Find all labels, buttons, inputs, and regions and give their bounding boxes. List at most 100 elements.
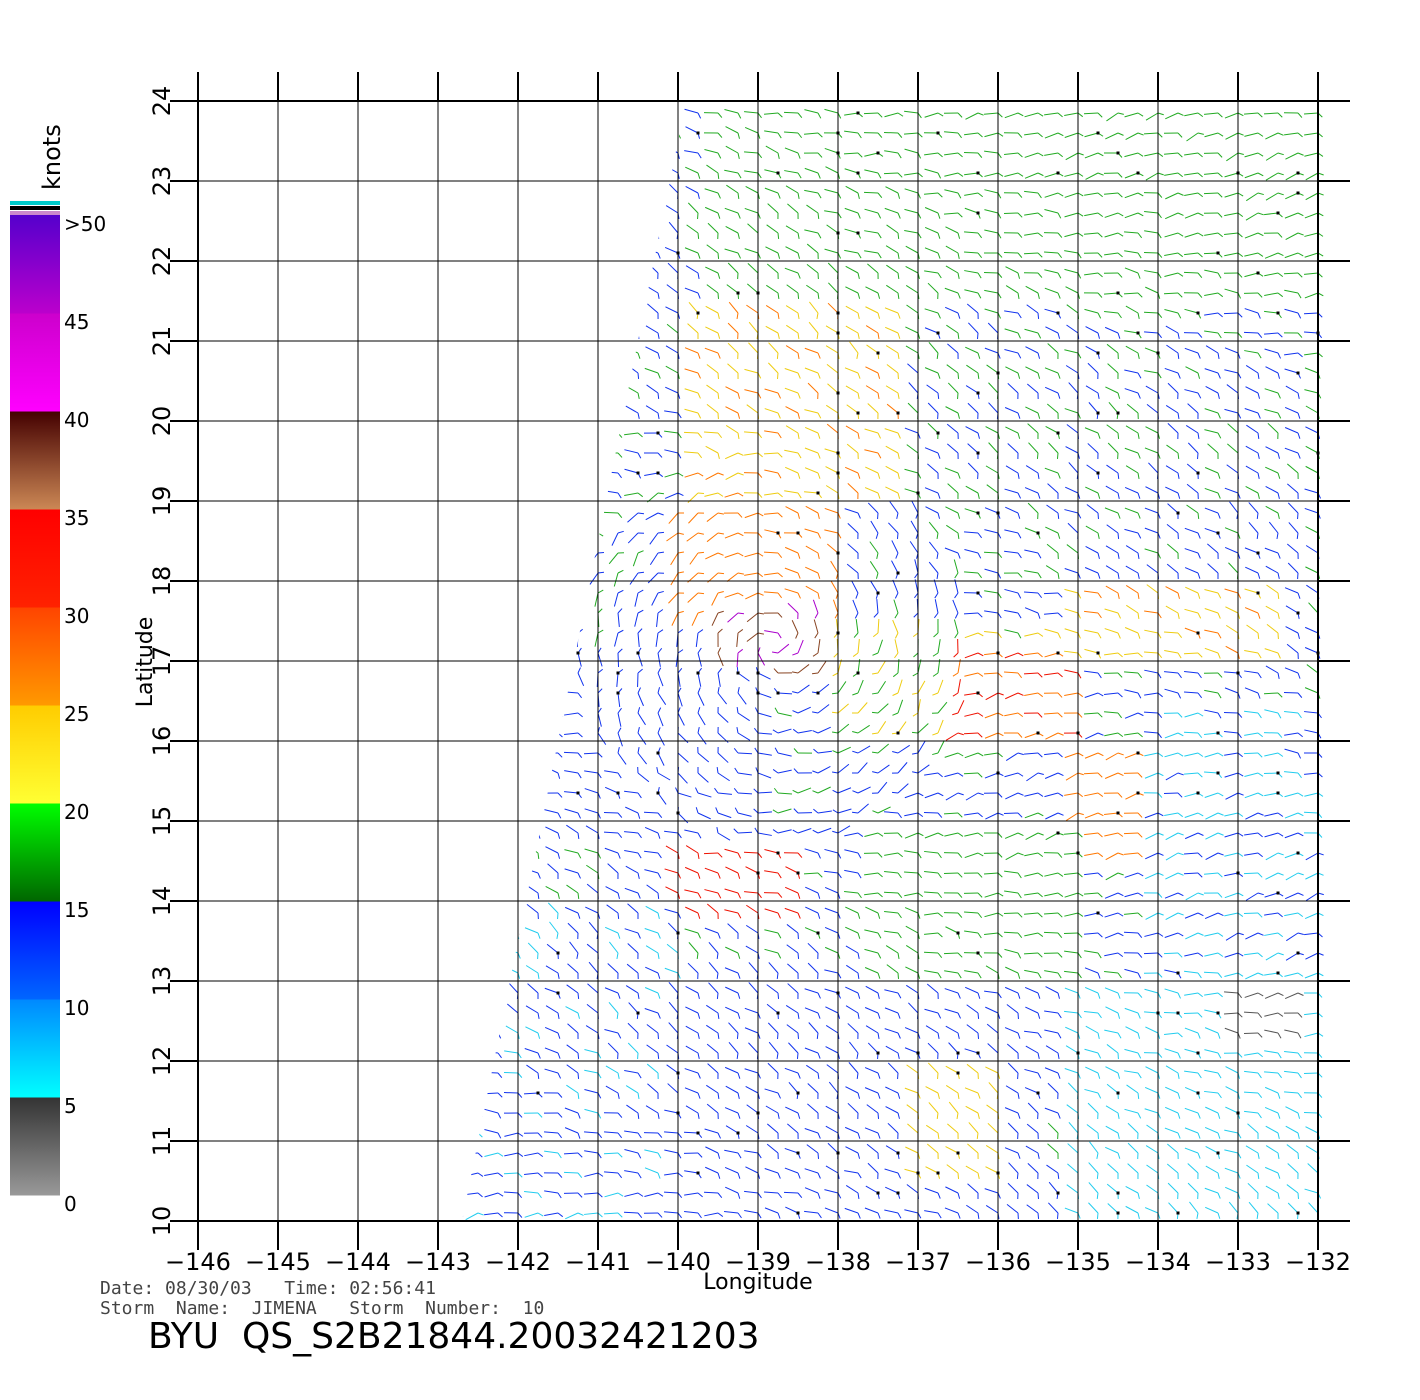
wind-barb [1217,872,1223,878]
wind-barb [537,312,542,319]
rain-flag-marker [536,651,540,655]
wind-vector [1024,852,1039,857]
wind-vector [948,1042,959,1054]
wind-vector [1064,950,1079,954]
wind-barb [477,512,483,518]
wind-vector [1124,388,1139,394]
wind-vector [1085,1025,1099,1034]
wind-vector [1047,343,1059,354]
wind-barb [1097,1052,1102,1059]
wind-vector [924,447,939,454]
wind-barb [1117,192,1123,198]
wind-barb [677,1192,683,1199]
wind-vector [1244,650,1259,654]
wind-vector [1304,772,1319,775]
rain-flag-marker [1116,1191,1120,1195]
wind-barb [657,912,660,919]
wind-barb [1137,1012,1141,1019]
wind-barb [517,512,524,516]
wind-barb [477,552,483,558]
wind-vector [646,1024,659,1034]
wind-barb [877,212,882,219]
wind-barb [776,972,779,980]
wind-barb [1017,752,1024,756]
rain-flag-marker [1056,651,1060,655]
wind-barb [637,571,645,574]
wind-barb [871,751,879,754]
wind-barb [1237,812,1244,817]
wind-barb [462,1172,463,1178]
wind-vector [887,1062,899,1074]
wind-vector [984,507,999,514]
wind-barb [497,472,504,477]
wind-barb [1097,552,1100,559]
wind-barb [517,692,523,698]
wind-barb [1177,772,1184,776]
wind-vector [645,966,659,974]
wind-barb [1037,1012,1041,1019]
wind-barb [1177,652,1182,659]
wind-vector [885,345,899,354]
wind-barb [997,172,1004,177]
wind-barb [1097,312,1102,319]
wind-vector [504,329,519,334]
wind-vector [1064,987,1079,994]
wind-vector [586,264,599,274]
wind-vector [424,693,438,696]
wind-vector [446,165,458,173]
wind-vector [577,652,582,667]
wind-vector [1223,312,1239,315]
wind-barb [897,1212,902,1219]
wind-vector [806,284,819,294]
wind-barb [497,612,504,617]
wind-vector [1264,709,1279,714]
wind-vector [847,543,859,554]
wind-vector [448,863,458,873]
wind-vector [1125,545,1139,554]
wind-vector [1084,852,1099,856]
wind-vector [583,511,599,514]
wind-vector [1124,652,1139,656]
wind-vector [806,204,819,214]
wind-barb [957,952,963,958]
wind-vector [1265,605,1279,614]
wind-barb [1157,972,1163,978]
wind-vector [485,745,499,754]
wind-vector [724,552,739,559]
wind-vector [1024,190,1039,194]
wind-vector [986,1023,999,1034]
wind-barb [817,1072,820,1080]
wind-vector [877,764,890,774]
wind-barb [917,852,922,859]
wind-barb [937,912,943,918]
wind-barb [577,772,582,779]
wind-barb [1117,632,1121,639]
wind-vector [651,592,659,606]
wind-vector [1024,892,1039,896]
wind-vector [585,825,599,834]
wind-barb [817,872,823,878]
colorbar-band [10,313,60,412]
wind-barb [458,373,461,378]
wind-barb [637,1132,642,1139]
wind-barb [1257,452,1260,459]
wind-barb [677,687,682,694]
wind-barb [577,412,581,419]
wind-vector [605,886,619,894]
rain-flag-marker [736,291,740,295]
wind-vector [424,410,438,413]
wind-vector [1263,692,1279,695]
wind-barb [497,692,502,699]
wind-barb [872,810,879,814]
wind-vector [964,692,979,696]
wind-vector [1184,952,1199,957]
wind-vector [664,1172,679,1176]
wind-vector [1084,752,1099,759]
wind-vector [564,808,579,814]
wind-vector [885,486,899,494]
wind-vector [963,732,979,735]
wind-barb [1077,932,1083,938]
wind-vector [444,513,458,516]
wind-vector [584,1049,599,1054]
wind-vector [644,928,659,934]
